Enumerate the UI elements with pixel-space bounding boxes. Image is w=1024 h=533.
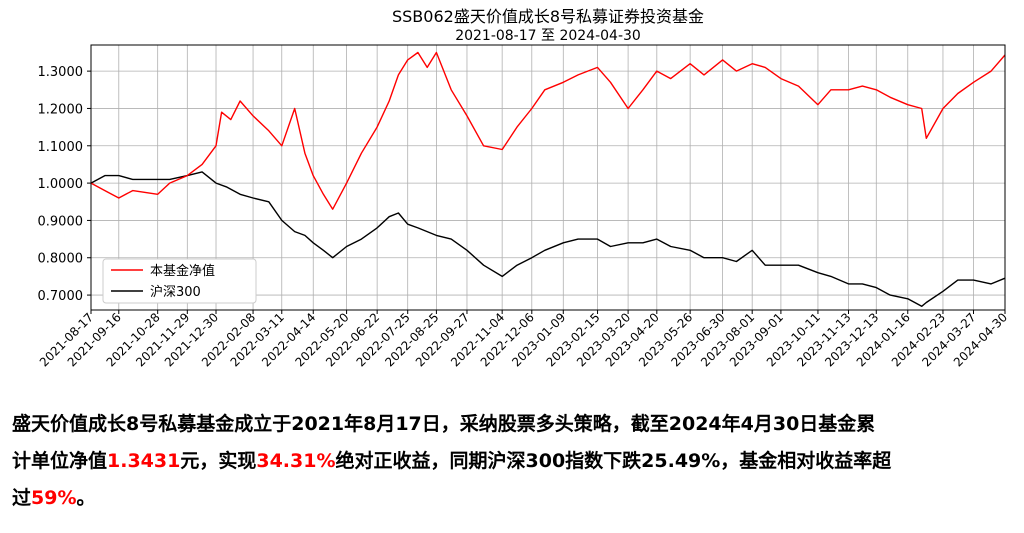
caption-text: 元，实现: [180, 450, 257, 472]
series-group: [90, 51, 1006, 307]
grid: [90, 45, 1006, 310]
caption-relative-value: 59%: [31, 487, 77, 509]
series-line-index: [90, 171, 1006, 307]
y-tick-label: 1.3000: [38, 65, 84, 80]
caption-nav-value: 1.3431: [107, 450, 181, 472]
y-tick-label: 1.1000: [38, 140, 84, 155]
caption-text: 绝对正收益，同期沪深300指数下跌25.49%，基金相对收益率超: [335, 450, 892, 472]
y-tick-label: 1.0000: [38, 177, 84, 192]
caption-text: 。: [76, 487, 96, 509]
chart-title: SSB062盛天价值成长8号私募证券投资基金: [392, 7, 704, 26]
caption-return-value: 34.31%: [256, 450, 336, 472]
chart-subtitle: 2021-08-17 至 2024-04-30: [455, 28, 641, 44]
y-axis: 0.7000 0.8000 0.9000 1.0000 1.1000 1.2000 1.30…: [38, 65, 91, 304]
caption-line-3: 过59%。: [12, 480, 1012, 517]
y-tick-label: 0.8000: [38, 252, 84, 267]
y-tick-label: 0.7000: [38, 289, 84, 304]
legend-label-index: 沪深300: [150, 284, 201, 300]
chart: SSB062盛天价值成长8号私募证券投资基金 2021-08-17 至 2024…: [37, 7, 1010, 369]
legend: 本基金净值 沪深300: [102, 258, 257, 304]
x-axis: 2021-08-172021-09-162021-10-282021-11-29…: [37, 310, 1010, 369]
caption-line-2: 计单位净值1.3431元，实现34.31%绝对正收益，同期沪深300指数下跌25…: [12, 443, 1012, 480]
series-line-fund: [90, 51, 1006, 210]
plot-frame: [90, 44, 1006, 311]
legend-label-fund: 本基金净值: [150, 263, 215, 279]
y-tick-label: 1.2000: [38, 102, 84, 117]
caption-text: 过: [12, 487, 32, 509]
caption-line-1: 盛天价值成长8号私募基金成立于2021年8月17日，采纳股票多头策略，截至202…: [12, 413, 876, 435]
caption-text: 计单位净值: [12, 450, 108, 472]
y-tick-label: 0.9000: [38, 214, 84, 229]
summary-caption: 盛天价值成长8号私募基金成立于2021年8月17日，采纳股票多头策略，截至202…: [12, 406, 1012, 517]
